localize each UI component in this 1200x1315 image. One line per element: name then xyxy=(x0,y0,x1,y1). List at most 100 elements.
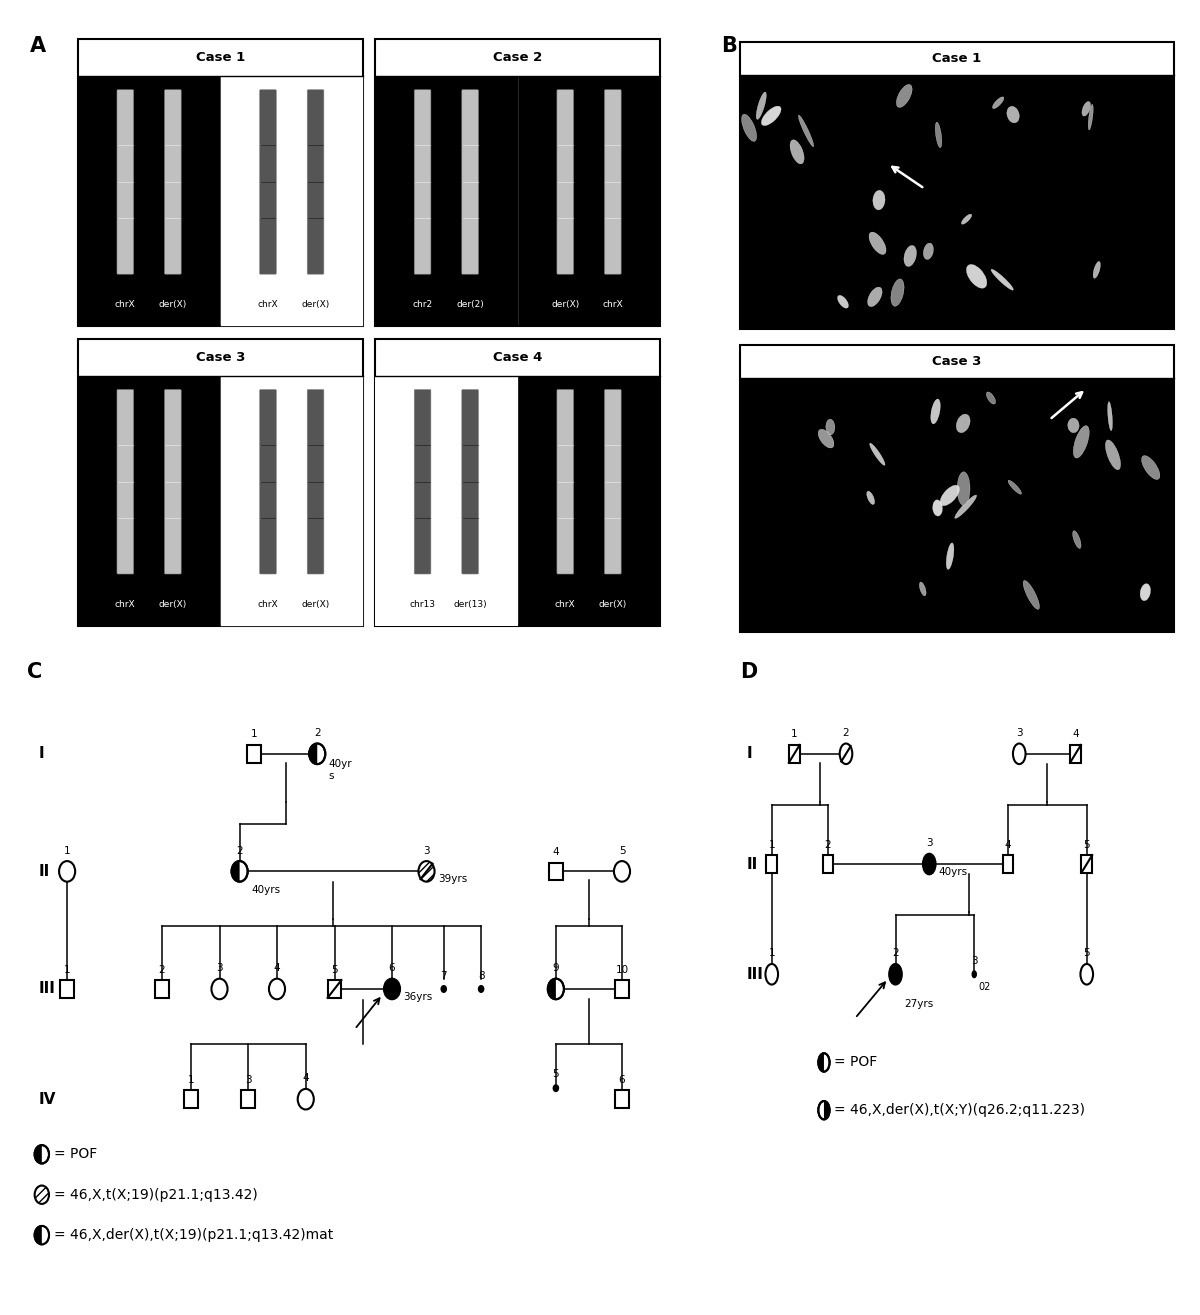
Ellipse shape xyxy=(935,122,942,147)
Ellipse shape xyxy=(761,107,781,126)
Ellipse shape xyxy=(1024,580,1039,609)
Text: chrX: chrX xyxy=(554,600,576,609)
Bar xyxy=(376,376,517,626)
Ellipse shape xyxy=(919,583,926,596)
Text: 39yrs: 39yrs xyxy=(438,874,467,885)
FancyBboxPatch shape xyxy=(462,89,479,275)
Bar xyxy=(376,76,517,326)
FancyBboxPatch shape xyxy=(557,389,574,575)
Text: der(13): der(13) xyxy=(454,600,487,609)
FancyBboxPatch shape xyxy=(307,389,324,575)
Ellipse shape xyxy=(818,429,834,448)
Text: 2: 2 xyxy=(892,948,899,959)
Circle shape xyxy=(818,1053,829,1072)
FancyBboxPatch shape xyxy=(605,89,622,275)
Ellipse shape xyxy=(826,419,835,435)
FancyBboxPatch shape xyxy=(116,89,133,275)
Circle shape xyxy=(553,1085,558,1091)
Text: 1: 1 xyxy=(768,948,775,959)
Text: = POF: = POF xyxy=(834,1056,877,1069)
Text: 2: 2 xyxy=(158,965,166,974)
Ellipse shape xyxy=(790,139,804,164)
Text: 5: 5 xyxy=(1084,840,1090,849)
Text: 02: 02 xyxy=(978,982,991,993)
Circle shape xyxy=(840,743,852,764)
Ellipse shape xyxy=(1007,107,1019,122)
Bar xyxy=(616,980,629,998)
Text: chr2: chr2 xyxy=(413,300,433,309)
Circle shape xyxy=(766,964,778,985)
Wedge shape xyxy=(310,743,317,764)
Bar xyxy=(616,1090,629,1109)
Bar xyxy=(1003,855,1013,873)
Circle shape xyxy=(923,853,936,874)
Ellipse shape xyxy=(955,494,977,518)
Text: der(2): der(2) xyxy=(456,300,484,309)
Circle shape xyxy=(419,861,434,881)
Text: 3: 3 xyxy=(971,956,978,967)
Ellipse shape xyxy=(1082,101,1091,116)
Bar xyxy=(78,339,364,626)
Text: 1: 1 xyxy=(187,1074,194,1085)
Text: = 46,X,der(X),t(X;19)(p21.1;q13.42)mat: = 46,X,der(X),t(X;19)(p21.1;q13.42)mat xyxy=(54,1228,334,1243)
Circle shape xyxy=(35,1145,49,1164)
Text: 2: 2 xyxy=(236,846,242,856)
Text: 5: 5 xyxy=(1084,948,1090,959)
Text: 3: 3 xyxy=(424,846,430,856)
Text: 1: 1 xyxy=(768,840,775,849)
Bar xyxy=(78,38,364,326)
Text: 3: 3 xyxy=(926,838,932,848)
Ellipse shape xyxy=(1093,262,1100,279)
Bar xyxy=(247,746,260,763)
Text: = 46,X,der(X),t(X;Y)(q26.2;q11.223): = 46,X,der(X),t(X;Y)(q26.2;q11.223) xyxy=(834,1103,1085,1118)
Bar xyxy=(740,377,1174,633)
Text: 36yrs: 36yrs xyxy=(403,992,433,1002)
Circle shape xyxy=(298,1089,314,1110)
Text: 40yrs: 40yrs xyxy=(251,885,281,896)
FancyBboxPatch shape xyxy=(605,389,622,575)
FancyBboxPatch shape xyxy=(164,89,181,275)
Ellipse shape xyxy=(838,296,848,308)
Text: III: III xyxy=(746,967,764,982)
Text: 3: 3 xyxy=(245,1074,252,1085)
Circle shape xyxy=(59,861,76,881)
Ellipse shape xyxy=(1108,401,1112,431)
Text: 4: 4 xyxy=(302,1073,310,1084)
Text: 1: 1 xyxy=(251,730,257,739)
Bar xyxy=(517,376,660,626)
Text: 2: 2 xyxy=(842,729,850,738)
Text: chr13: chr13 xyxy=(409,600,436,609)
Text: 1: 1 xyxy=(791,730,798,739)
Wedge shape xyxy=(35,1145,42,1164)
Ellipse shape xyxy=(991,270,1013,291)
Wedge shape xyxy=(824,1101,829,1119)
Text: 4: 4 xyxy=(1072,730,1079,739)
Text: Case 3: Case 3 xyxy=(932,355,982,368)
Ellipse shape xyxy=(1088,104,1093,130)
Text: A: A xyxy=(30,36,47,55)
Bar xyxy=(1081,855,1092,873)
Text: der(X): der(X) xyxy=(599,600,626,609)
Ellipse shape xyxy=(986,392,996,404)
Ellipse shape xyxy=(923,243,934,259)
Text: 2: 2 xyxy=(824,840,832,849)
Bar xyxy=(1070,746,1081,763)
Text: 4: 4 xyxy=(1004,840,1012,849)
Ellipse shape xyxy=(742,114,757,142)
Text: der(X): der(X) xyxy=(158,300,187,309)
Text: 5: 5 xyxy=(552,1069,559,1080)
Bar xyxy=(184,1090,198,1109)
Text: I: I xyxy=(746,747,752,761)
Bar xyxy=(740,42,1174,329)
Bar xyxy=(155,980,169,998)
Text: 9: 9 xyxy=(552,963,559,973)
Ellipse shape xyxy=(931,398,941,423)
Ellipse shape xyxy=(947,543,954,569)
Bar xyxy=(78,376,221,626)
Text: C: C xyxy=(26,661,42,682)
Text: chrX: chrX xyxy=(258,600,278,609)
Circle shape xyxy=(442,986,446,993)
Text: B: B xyxy=(721,36,737,55)
Wedge shape xyxy=(42,1226,49,1244)
Text: 5: 5 xyxy=(331,965,338,974)
